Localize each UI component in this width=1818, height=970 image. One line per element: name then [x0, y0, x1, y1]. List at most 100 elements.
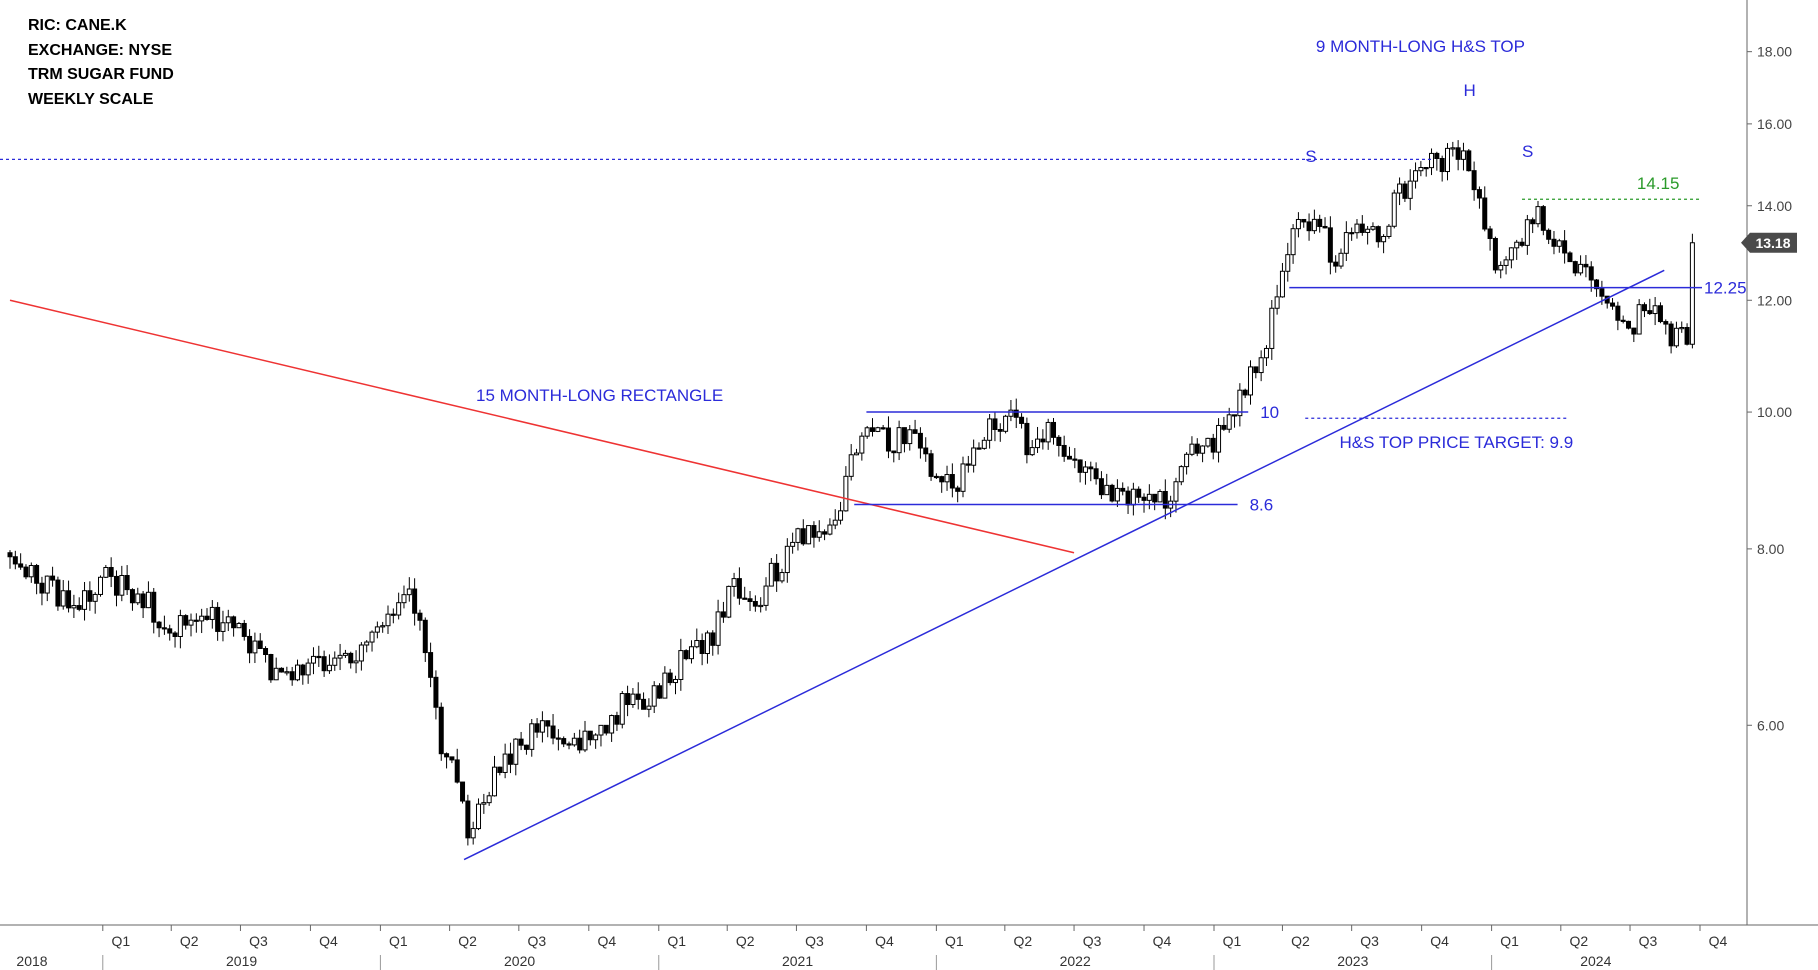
candle-body [1066, 455, 1072, 460]
year-label: 2018 [16, 953, 47, 969]
candle-body [1051, 421, 1057, 438]
candle-body [965, 463, 971, 466]
candle-body [736, 578, 742, 599]
candle-body [811, 525, 817, 538]
y-tick-label: 8.00 [1757, 541, 1784, 557]
candle-body [619, 693, 625, 725]
candle-body [1673, 327, 1679, 347]
candle-body [103, 567, 109, 578]
candle-body [332, 657, 338, 666]
candle-body [1322, 225, 1328, 229]
candle-body [1583, 263, 1589, 268]
candle-body [928, 453, 934, 477]
candle-body [385, 613, 391, 627]
candle-body [822, 531, 828, 535]
candle-body [992, 418, 998, 430]
quarter-tick-label: Q3 [1083, 933, 1102, 949]
candle-body [1258, 357, 1264, 374]
candle-body [507, 753, 513, 765]
candle-body [156, 621, 162, 629]
quarter-tick-label: Q1 [1223, 933, 1242, 949]
candle-body [1279, 270, 1285, 298]
candle-body [119, 574, 125, 596]
candle-body [1460, 150, 1466, 160]
candle-body [550, 725, 556, 739]
level-lower-label: 8.6 [1250, 496, 1274, 515]
candle-body [12, 556, 18, 565]
candle-body [1301, 218, 1307, 223]
candle-body [1200, 445, 1206, 454]
candle-body [880, 427, 886, 430]
candle-body [337, 654, 343, 659]
candle-body [1003, 415, 1009, 432]
candle-body [1120, 487, 1126, 492]
right-shoulder-high-label: 14.15 [1637, 174, 1680, 193]
candle-body [1524, 219, 1530, 246]
candle-body [1482, 197, 1488, 230]
candle-body [545, 720, 551, 727]
quarter-tick-label: Q3 [527, 933, 546, 949]
candle-body [1418, 167, 1424, 172]
candle-body [71, 605, 77, 609]
candle-body [412, 588, 418, 614]
candle-body [1333, 261, 1339, 267]
candle-body [529, 723, 535, 750]
candle-body [923, 447, 929, 455]
candle-body [1093, 468, 1099, 480]
candle-body [1407, 180, 1413, 199]
candle-body [326, 664, 332, 672]
candle-body [1104, 484, 1110, 496]
candle-body [454, 759, 460, 783]
candle-body [1338, 252, 1344, 267]
candle-body [1599, 288, 1605, 297]
candle-body [523, 744, 529, 750]
candle-body [1013, 409, 1019, 418]
candle-body [774, 562, 780, 582]
quarter-tick-label: Q3 [805, 933, 824, 949]
candle-body [593, 734, 599, 741]
candle-body [641, 698, 647, 710]
candle-body [1157, 490, 1163, 503]
candle-body [1365, 228, 1371, 233]
candle-body [1663, 321, 1669, 325]
last-price-tag [1741, 232, 1797, 253]
candle-body [1551, 238, 1557, 247]
candle-body [7, 552, 13, 558]
quarter-tick-label: Q1 [111, 933, 130, 949]
candle-body [1285, 254, 1291, 272]
candle-body [1247, 366, 1253, 396]
fund-name-label: TRM SUGAR FUND [28, 66, 174, 83]
candle-body [694, 640, 700, 648]
candle-body [955, 487, 961, 492]
candle-body [646, 705, 652, 710]
head-label: H [1463, 81, 1475, 100]
candle-body [108, 567, 114, 577]
candle-body [151, 591, 157, 623]
candle-body [374, 626, 380, 633]
candle-body [294, 664, 300, 681]
candle-body [135, 593, 141, 604]
candle-body [577, 737, 583, 751]
candle-body [1450, 147, 1456, 150]
candle-body [1402, 183, 1408, 199]
candle-body [321, 656, 327, 672]
candle-body [1594, 279, 1600, 290]
candle-body [625, 693, 631, 706]
candle-body [752, 601, 758, 607]
scale-label: WEEKLY SCALE [28, 90, 154, 108]
candle-body [502, 753, 508, 773]
candle-body [1492, 237, 1498, 271]
candle-body [188, 619, 194, 626]
candle-body [534, 723, 540, 733]
candle-body [1088, 466, 1094, 470]
candle-body [1556, 240, 1562, 247]
candle-body [896, 427, 902, 454]
candle-body [1381, 235, 1387, 243]
candle-body [704, 632, 710, 655]
year-label: 2023 [1337, 953, 1368, 969]
candle-body [1040, 438, 1046, 443]
candle-body [279, 667, 285, 673]
quarter-tick-label: Q1 [945, 933, 964, 949]
candle-body [92, 593, 98, 602]
